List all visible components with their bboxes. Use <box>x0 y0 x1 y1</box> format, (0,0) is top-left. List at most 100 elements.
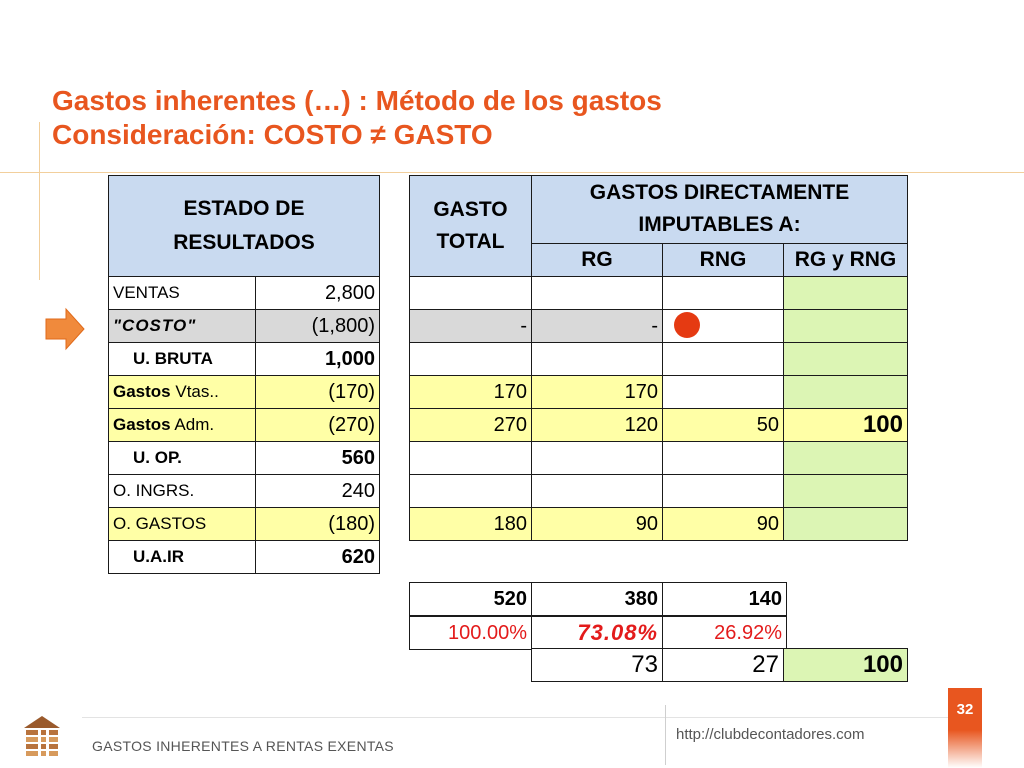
red-dot-icon <box>674 312 700 338</box>
cell-total <box>409 474 532 508</box>
cell-total: - <box>409 309 532 343</box>
percent-table: 100.00% 73.08% 26.92% <box>409 616 787 650</box>
row-value: 560 <box>255 441 380 475</box>
footer-divider <box>82 717 948 718</box>
cell-rg <box>531 276 663 310</box>
header-rg: RG <box>531 242 663 278</box>
table-row: 520 380 140 <box>409 582 787 616</box>
cell-rg: - <box>531 309 663 343</box>
header-rg-y-rng: RG y RNG <box>783 242 908 278</box>
income-statement-table: ESTADO DE RESULTADOS VENTAS 2,800 "COSTO… <box>108 175 380 574</box>
cell-total <box>409 342 532 376</box>
top-deco-line <box>0 172 1024 173</box>
cell-both <box>783 507 908 541</box>
footer-separator <box>665 705 666 765</box>
cell-rng: 90 <box>662 507 784 541</box>
row-label: Gastos Vtas.. <box>108 375 256 409</box>
row-value: (180) <box>255 507 380 541</box>
cell-both: 100 <box>783 408 908 442</box>
cell-rg: 90 <box>531 507 663 541</box>
table-row: 270 120 50 100 <box>409 408 908 442</box>
table-row: U. BRUTA 1,000 <box>108 342 380 376</box>
prorata-both: 100 <box>783 648 908 682</box>
prorata-rg: 73 <box>531 648 663 682</box>
cell-total: 180 <box>409 507 532 541</box>
cell-rg <box>531 474 663 508</box>
header-gasto-total: GASTO TOTAL <box>409 175 532 277</box>
footer-title: GASTOS INHERENTES A RENTAS EXENTAS <box>92 738 394 754</box>
table-row <box>409 441 908 475</box>
table-row: 100.00% 73.08% 26.92% <box>409 616 787 650</box>
row-label: O. GASTOS <box>108 507 256 541</box>
cell-rng <box>662 441 784 475</box>
row-label: U. OP. <box>108 441 256 475</box>
table-row: Gastos Vtas.. (170) <box>108 375 380 409</box>
cell-rng <box>662 375 784 409</box>
cell-rg: 170 <box>531 375 663 409</box>
header-directly-imputable: GASTOS DIRECTAMENTE IMPUTABLES A: <box>531 175 908 244</box>
page-number-fade <box>948 730 982 768</box>
title-line-1: Gastos inherentes (…) : Método de los ga… <box>52 85 662 116</box>
table-row: O. GASTOS (180) <box>108 507 380 541</box>
table-row: - - <box>409 309 908 343</box>
percent-rng: 26.92% <box>662 616 787 650</box>
income-statement-header: ESTADO DE RESULTADOS <box>108 175 380 277</box>
cell-rng: 50 <box>662 408 784 442</box>
cell-both <box>783 474 908 508</box>
table-row: VENTAS 2,800 <box>108 276 380 310</box>
cell-both <box>783 276 908 310</box>
table-row <box>409 342 908 376</box>
percent-rg: 73.08% <box>531 616 663 650</box>
cell-total <box>409 276 532 310</box>
row-label: U.A.IR <box>108 540 256 574</box>
prorata-table: 73 27 100 <box>531 648 908 682</box>
table-row <box>409 276 908 310</box>
row-value: 1,000 <box>255 342 380 376</box>
total-rng: 140 <box>662 582 787 616</box>
row-value: (170) <box>255 375 380 409</box>
row-value: 620 <box>255 540 380 574</box>
row-label: U. BRUTA <box>108 342 256 376</box>
cell-total: 170 <box>409 375 532 409</box>
cell-both <box>783 441 908 475</box>
cell-rg <box>531 342 663 376</box>
cell-rg: 120 <box>531 408 663 442</box>
cell-rng <box>662 276 784 310</box>
header-rng: RNG <box>662 242 784 278</box>
prorata-rng: 27 <box>662 648 784 682</box>
row-value: 240 <box>255 474 380 508</box>
title-line-2: Consideración: COSTO ≠ GASTO <box>52 119 493 150</box>
totals-table: 520 380 140 <box>409 582 787 616</box>
row-value: 2,800 <box>255 276 380 310</box>
cell-rng <box>662 474 784 508</box>
expense-allocation-table: GASTO TOTAL GASTOS DIRECTAMENTE IMPUTABL… <box>409 175 908 541</box>
left-deco-line <box>39 122 40 280</box>
total-rg: 380 <box>531 582 663 616</box>
building-logo-icon <box>24 716 60 758</box>
page-number: 32 <box>948 688 982 730</box>
row-value: (1,800) <box>255 309 380 343</box>
row-label: "COSTO" <box>108 309 256 343</box>
table-row: O. INGRS. 240 <box>108 474 380 508</box>
cell-both <box>783 342 908 376</box>
row-label: Gastos Adm. <box>108 408 256 442</box>
table-row: 170 170 <box>409 375 908 409</box>
row-label: VENTAS <box>108 276 256 310</box>
row-label: O. INGRS. <box>108 474 256 508</box>
cell-total <box>409 441 532 475</box>
table-row <box>409 474 908 508</box>
slide-title: Gastos inherentes (…) : Método de los ga… <box>52 84 662 152</box>
cell-total: 270 <box>409 408 532 442</box>
table-row: 180 90 90 <box>409 507 908 541</box>
percent-total: 100.00% <box>409 616 532 650</box>
orange-arrow-icon <box>45 307 85 351</box>
table-row: U.A.IR 620 <box>108 540 380 574</box>
cell-rng <box>662 342 784 376</box>
total-gasto: 520 <box>409 582 532 616</box>
cell-both <box>783 375 908 409</box>
table-row: 73 27 100 <box>531 648 908 682</box>
cell-both <box>783 309 908 343</box>
table-row: Gastos Adm. (270) <box>108 408 380 442</box>
footer-url[interactable]: http://clubdecontadores.com <box>676 726 865 743</box>
row-value: (270) <box>255 408 380 442</box>
